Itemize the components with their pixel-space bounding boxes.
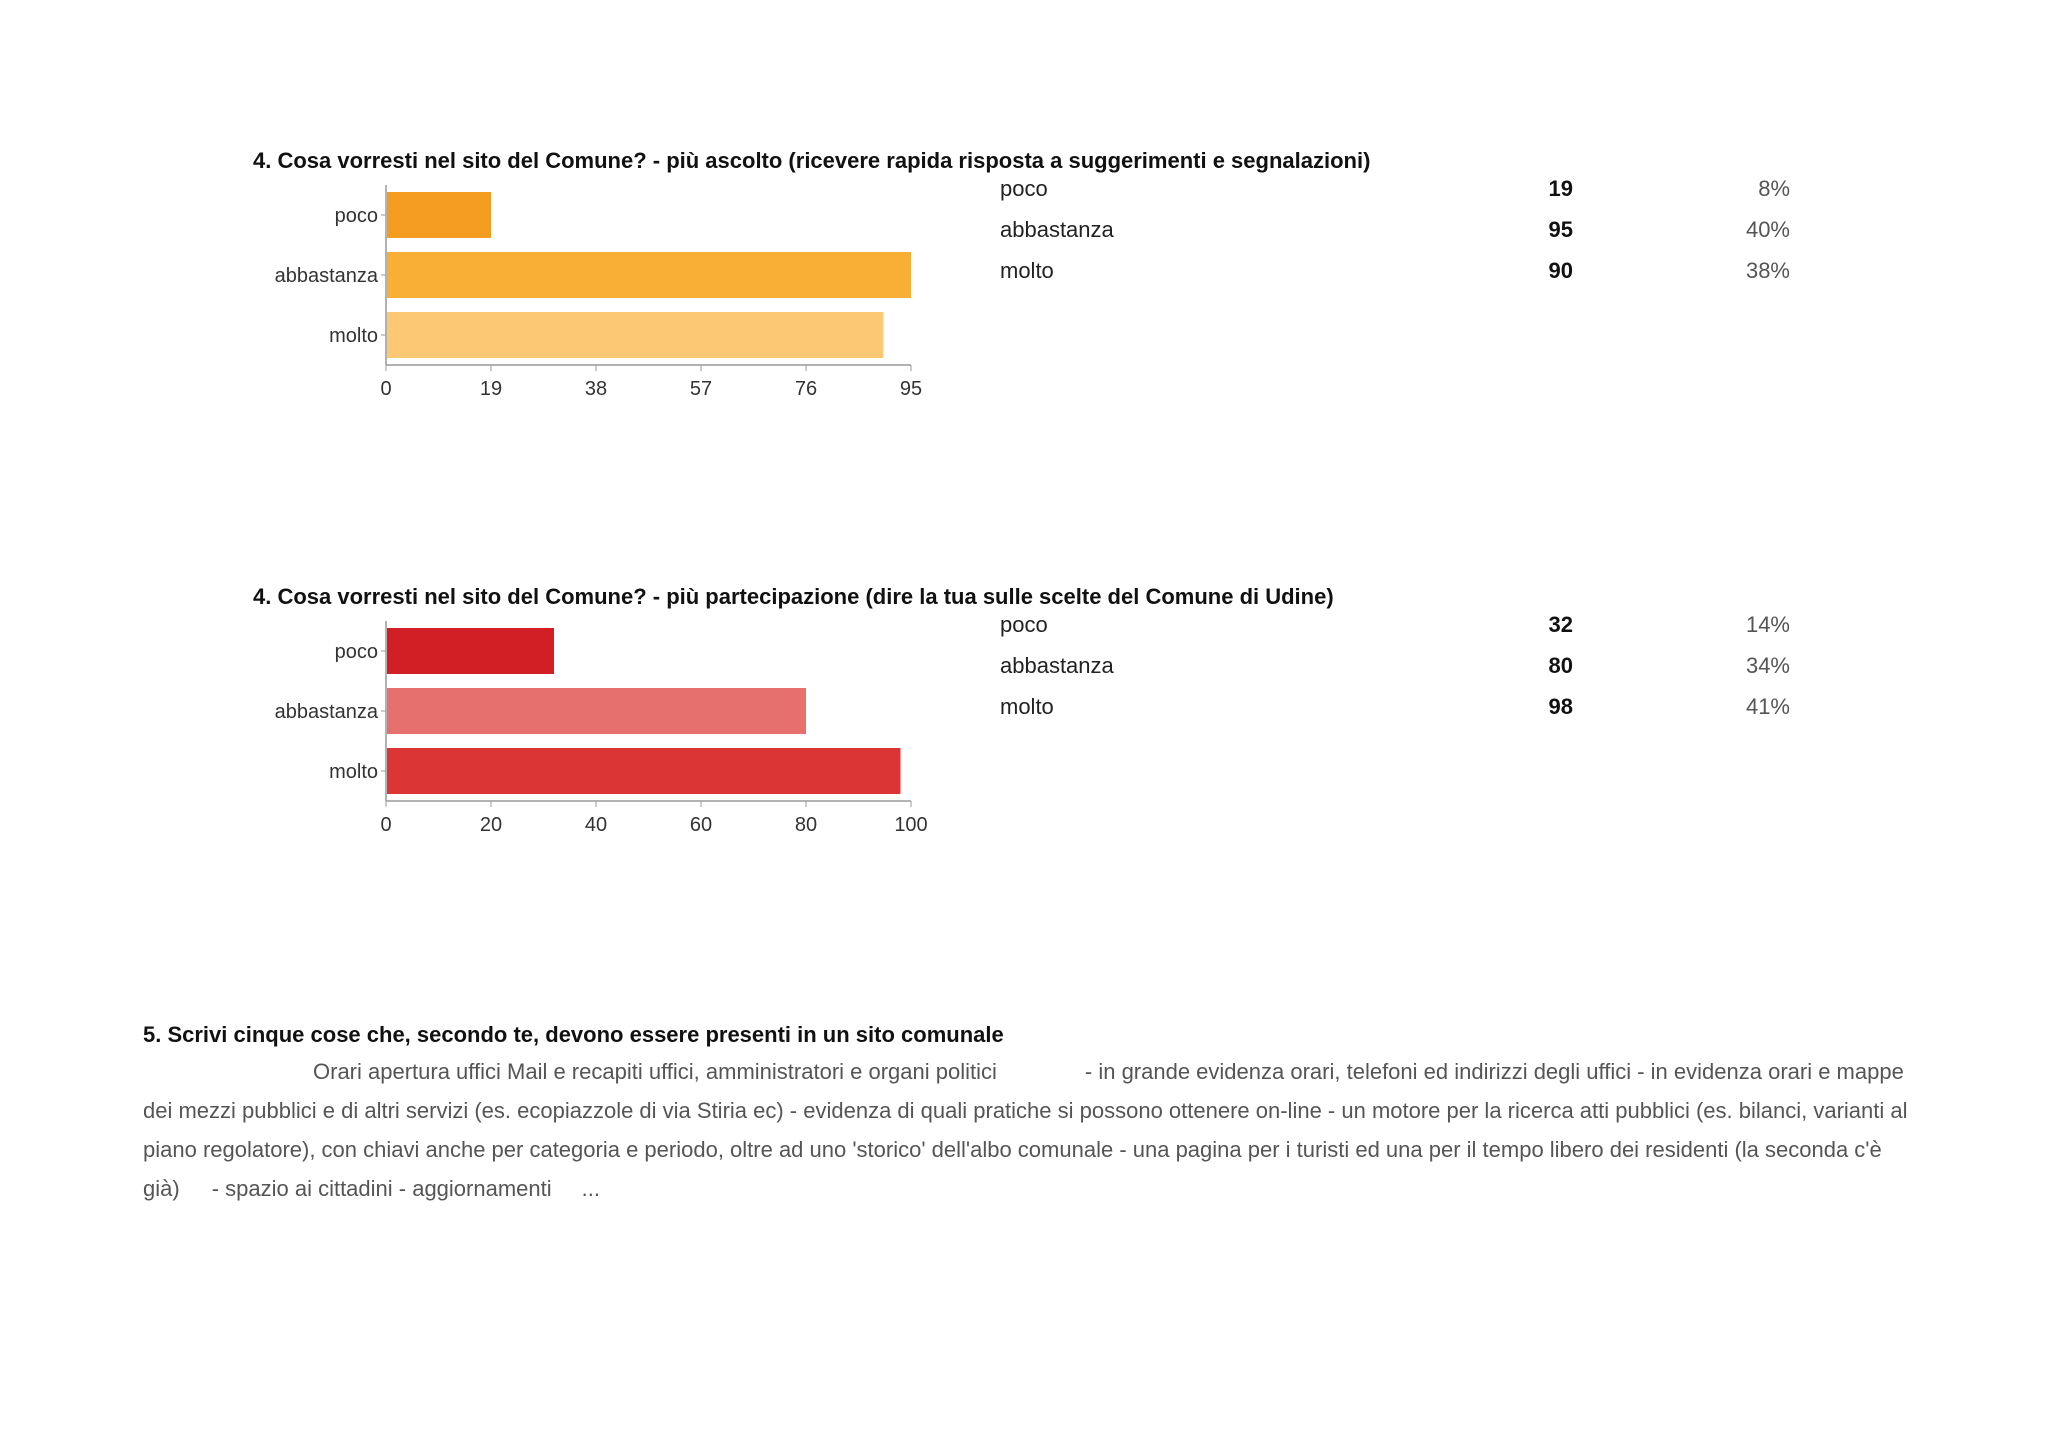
- row-percent: 40%: [1745, 217, 1790, 242]
- row-count: 32: [1548, 612, 1573, 637]
- category-label: poco: [335, 205, 378, 227]
- row-label: molto: [1000, 694, 1054, 719]
- bar-poco: [387, 192, 491, 238]
- row-count: 90: [1548, 258, 1573, 283]
- question-title: 5. Scrivi cinque cose che, secondo te, d…: [143, 1022, 1004, 1047]
- x-tick-label: 76: [795, 378, 817, 400]
- category-label: molto: [329, 761, 378, 783]
- bar-chart-partecipazione: poco abbastanza molto 0 20 40 60 80 100: [275, 621, 928, 836]
- x-tick-label: 100: [894, 814, 927, 836]
- free-text-answer: Orari apertura uffici Mail e recapiti uf…: [143, 1052, 1913, 1208]
- row-percent: 38%: [1745, 258, 1790, 283]
- x-tick-label: 57: [690, 378, 712, 400]
- answer-part: - spazio ai cittadini - aggiornamenti: [211, 1176, 552, 1201]
- summary-row: poco 19 8%: [1000, 176, 1800, 206]
- row-count: 98: [1548, 694, 1573, 719]
- category-label: poco: [335, 641, 378, 663]
- bar-abbastanza: [387, 688, 806, 734]
- row-count: 95: [1548, 217, 1573, 242]
- summary-row: molto 90 38%: [1000, 258, 1800, 288]
- x-tick-label: 80: [795, 814, 817, 836]
- x-tick-label: 60: [690, 814, 712, 836]
- category-label: abbastanza: [275, 701, 379, 723]
- answer-part: - in grande evidenza orari, telefoni ed …: [143, 1059, 1914, 1201]
- bar-chart-ascolto: poco abbastanza molto 0 19 38 57 76 95: [275, 185, 922, 400]
- x-tick-label: 40: [585, 814, 607, 836]
- row-label: poco: [1000, 612, 1048, 637]
- bar-molto: [387, 748, 901, 794]
- row-label: abbastanza: [1000, 653, 1114, 678]
- category-label: abbastanza: [275, 265, 379, 287]
- answer-part: ...: [581, 1176, 600, 1201]
- row-label: poco: [1000, 176, 1048, 201]
- row-percent: 14%: [1745, 612, 1790, 637]
- bar-abbastanza: [387, 252, 911, 298]
- question-title: 4. Cosa vorresti nel sito del Comune? - …: [253, 148, 1371, 173]
- row-count: 19: [1548, 176, 1573, 201]
- summary-row: abbastanza 95 40%: [1000, 217, 1800, 247]
- question-title: 4. Cosa vorresti nel sito del Comune? - …: [253, 584, 1334, 609]
- row-count: 80: [1548, 653, 1573, 678]
- x-tick-label: 19: [480, 378, 502, 400]
- row-percent: 41%: [1745, 694, 1790, 719]
- bar-molto: [387, 312, 884, 358]
- x-tick-label: 38: [585, 378, 607, 400]
- row-percent: 8%: [1758, 176, 1790, 201]
- summary-row: abbastanza 80 34%: [1000, 653, 1800, 683]
- x-tick-label: 0: [380, 814, 391, 836]
- answer-part: Orari apertura uffici Mail e recapiti uf…: [313, 1059, 997, 1084]
- bar-poco: [387, 628, 554, 674]
- x-tick-label: 0: [380, 378, 391, 400]
- row-label: molto: [1000, 258, 1054, 283]
- x-tick-label: 95: [900, 378, 922, 400]
- summary-row: poco 32 14%: [1000, 612, 1800, 642]
- x-tick-label: 20: [480, 814, 502, 836]
- row-percent: 34%: [1745, 653, 1790, 678]
- row-label: abbastanza: [1000, 217, 1114, 242]
- category-label: molto: [329, 325, 378, 347]
- summary-row: molto 98 41%: [1000, 694, 1800, 724]
